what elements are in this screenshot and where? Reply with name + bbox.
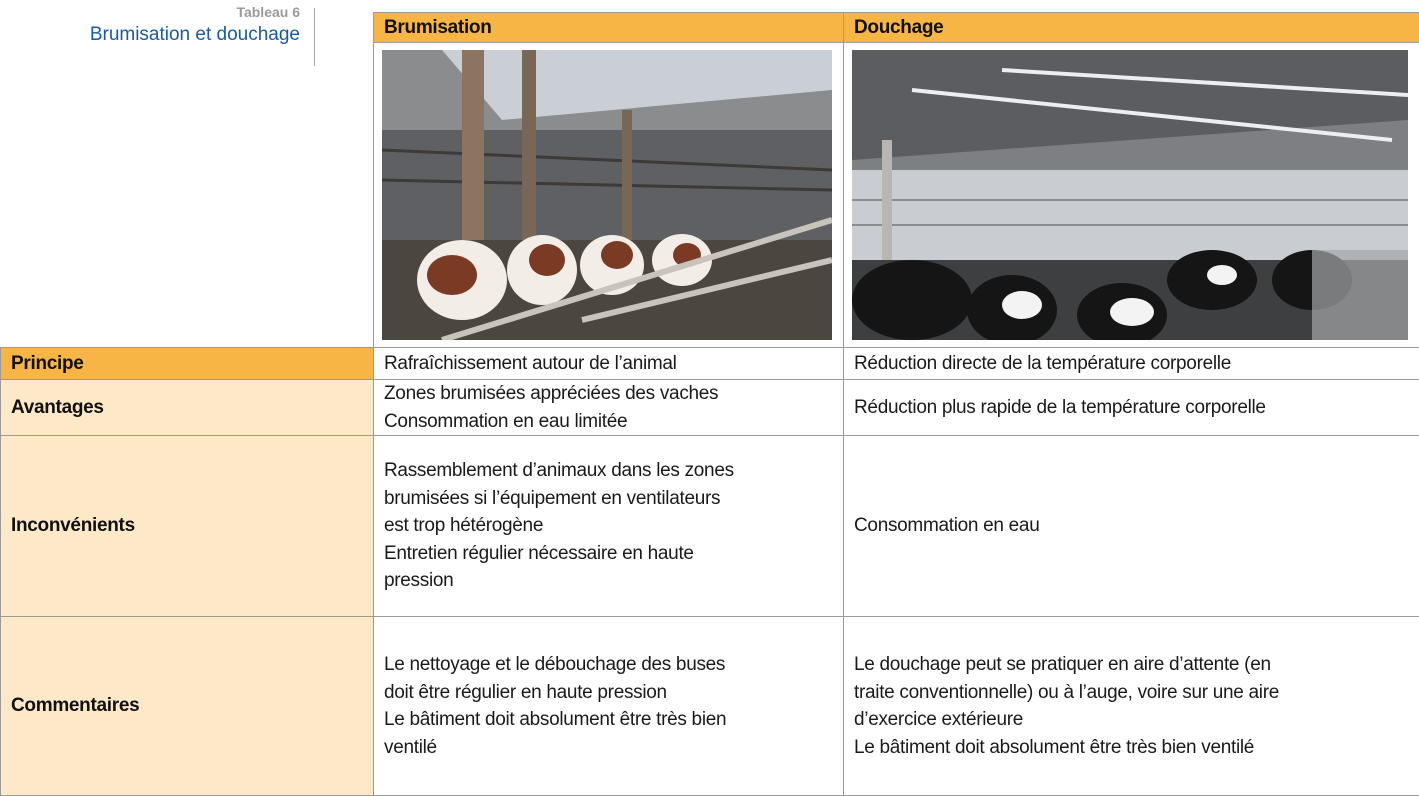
photo-douchage: [852, 50, 1408, 340]
cell-line: Consommation en eau limitée: [384, 408, 833, 436]
cell-line: Le bâtiment doit absolument être très bi…: [854, 734, 1409, 762]
cell-line: Le bâtiment doit absolument être très bi…: [384, 706, 833, 734]
row-cell: Rafraîchissement autour de l’animal: [374, 348, 844, 380]
cell-line: Réduction plus rapide de la température …: [854, 394, 1409, 422]
document: Tableau 6 Brumisation et douchage Brumis…: [0, 0, 1419, 796]
cell-line: Rassemblement d’animaux dans les zones: [384, 457, 833, 485]
cell-line: Zones brumisées appréciées des vaches: [384, 380, 833, 408]
row-cell: Consommation en eau: [844, 436, 1419, 617]
photo-cell: [374, 43, 844, 348]
cell-line: ventilé: [384, 734, 833, 762]
cell-line: pression: [384, 567, 833, 595]
cell-line: traite conventionnelle) ou à l’auge, voi…: [854, 679, 1409, 707]
row-cell: Réduction directe de la température corp…: [844, 348, 1419, 380]
comparison-table: Brumisation Douchage: [0, 12, 1419, 796]
row-label: Principe: [1, 348, 374, 380]
column-header: Brumisation: [374, 13, 844, 43]
cell-line: doit être régulier en haute pression: [384, 679, 833, 707]
cell-line: est trop hétérogène: [384, 512, 833, 540]
photo-row: [1, 43, 1419, 348]
cell-line: Rafraîchissement autour de l’animal: [384, 350, 833, 378]
cell-line: Réduction directe de la température corp…: [854, 350, 1409, 378]
cell-line: Consommation en eau: [854, 512, 1409, 540]
column-header: Douchage: [844, 13, 1419, 43]
cell-line: Entretien régulier nécessaire en haute: [384, 540, 833, 568]
row-label: Inconvénients: [1, 436, 374, 617]
empty-cell: [1, 43, 374, 348]
cell-line: Le douchage peut se pratiquer en aire d’…: [854, 651, 1409, 679]
row-label: Commentaires: [1, 617, 374, 796]
body-row: Principe Rafraîchissement autour de l’ani…: [1, 348, 1419, 380]
row-cell: Le douchage peut se pratiquer en aire d’…: [844, 617, 1419, 796]
cell-line: d’exercice extérieure: [854, 706, 1409, 734]
page: Brumisation et douchage {"caption": {"la…: [0, 0, 1419, 796]
photo-brumisation: [382, 50, 832, 340]
empty-cell: [1, 13, 374, 43]
row-cell: Réduction plus rapide de la température …: [844, 380, 1419, 436]
cell-line: Le nettoyage et le débouchage des buses: [384, 651, 833, 679]
cell-line: brumisées si l’équipement en ventilateur…: [384, 485, 833, 513]
photo-cell: [844, 43, 1419, 348]
header-row: Brumisation Douchage: [1, 13, 1419, 43]
row-label: Avantages: [1, 380, 374, 436]
